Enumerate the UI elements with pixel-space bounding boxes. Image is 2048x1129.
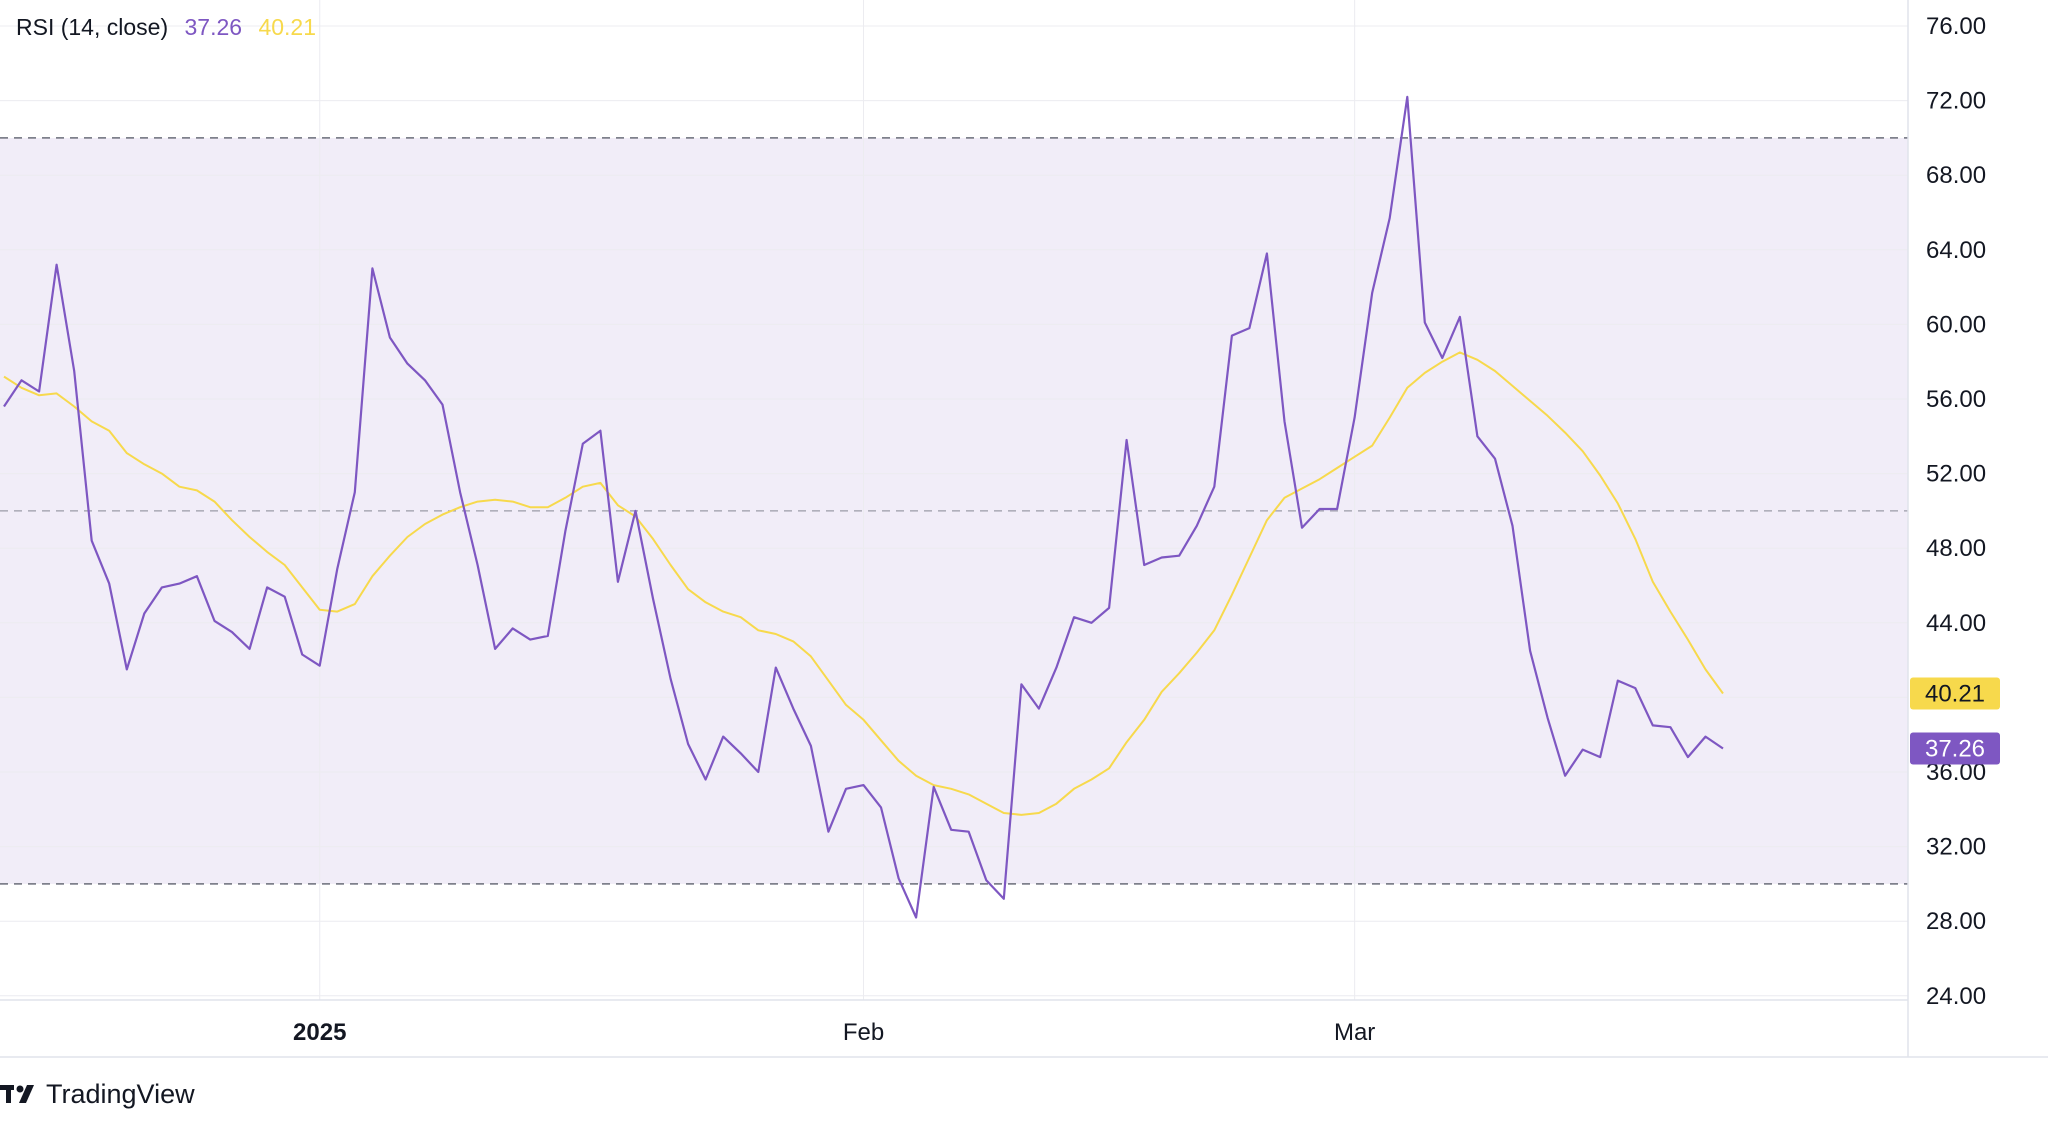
y-tick-label: 44.00 [1926,610,1986,637]
y-tick-label: 48.00 [1926,535,1986,562]
y-tick-label: 52.00 [1926,461,1986,488]
x-tick-label: Mar [1334,1019,1375,1046]
ma-value-badge: 40.21 [1910,677,2000,710]
tradingview-logo-icon [0,1085,34,1103]
tradingview-branding[interactable]: TradingView [0,1074,195,1114]
rsi-line [3,95,1724,919]
y-tick-label: 24.00 [1926,983,1986,1010]
x-tick-label: Feb [843,1019,884,1046]
rsi-legend-value: 37.26 [184,14,243,40]
y-tick-label: 76.00 [1926,13,1986,40]
ma-value-badge-text: 40.21 [1925,680,1985,707]
y-tick-label: 56.00 [1926,386,1986,413]
y-tick-label: 60.00 [1926,311,1986,338]
y-tick-label: 68.00 [1926,162,1986,189]
chart-legend: RSI (14, close) 37.26 40.21 [16,14,326,41]
indicator-name[interactable]: RSI (14, close) [16,14,169,40]
rsi-value-badge-text: 37.26 [1925,736,1985,763]
rsi-value-badge-bg [1910,732,2000,765]
ma-value-badge-bg [1910,677,2000,710]
rsi-value-badge: 37.26 [1910,732,2000,765]
x-tick-label: 2025 [293,1019,346,1046]
y-tick-label: 28.00 [1926,908,1986,935]
ma-legend-value: 40.21 [258,14,317,40]
y-tick-label: 32.00 [1926,834,1986,861]
y-tick-label: 72.00 [1926,88,1986,115]
ma-line [3,351,1724,816]
y-tick-label: 64.00 [1926,237,1986,264]
tradingview-wordmark: TradingView [46,1078,195,1109]
